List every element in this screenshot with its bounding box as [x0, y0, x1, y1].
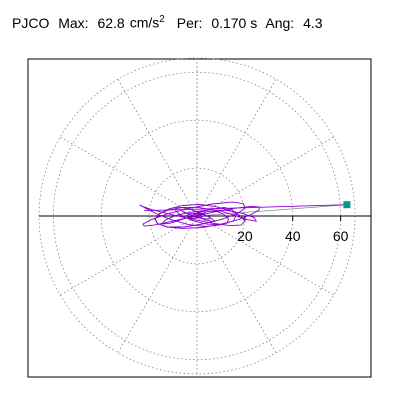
x-tick-label: 20	[237, 228, 253, 244]
max-direction-line	[196, 204, 347, 217]
x-tick-label: 60	[333, 228, 349, 244]
period-value: 0.170 s	[211, 14, 258, 31]
trace-layer	[139, 201, 347, 229]
header: PJCO Max: 62.8 cm/s2 Per: 0.170 s Ang: 4.…	[12, 14, 328, 31]
orbit-trace	[139, 201, 260, 229]
x-tick-label: 40	[285, 228, 301, 244]
peak-trace-segment	[144, 204, 347, 212]
axes	[39, 58, 371, 221]
grid-spoke	[59, 136, 198, 217]
max-unit: cm/s	[129, 14, 160, 31]
grid-spoke	[196, 136, 335, 217]
angle-value: 4.3	[303, 14, 323, 31]
station-code: PJCO	[12, 14, 50, 31]
max-marker	[343, 201, 351, 209]
max-label: Max:	[58, 14, 89, 31]
tick-labels: 20 40 60	[237, 228, 349, 244]
period-label: Per:	[176, 14, 203, 31]
angle-label: Ang:	[265, 14, 295, 31]
max-value: 62.8	[97, 14, 125, 31]
marker-layer	[343, 201, 351, 209]
grid-spoke	[196, 215, 335, 296]
max-unit-exponent: 2	[159, 14, 165, 25]
plot-frame	[27, 58, 372, 378]
